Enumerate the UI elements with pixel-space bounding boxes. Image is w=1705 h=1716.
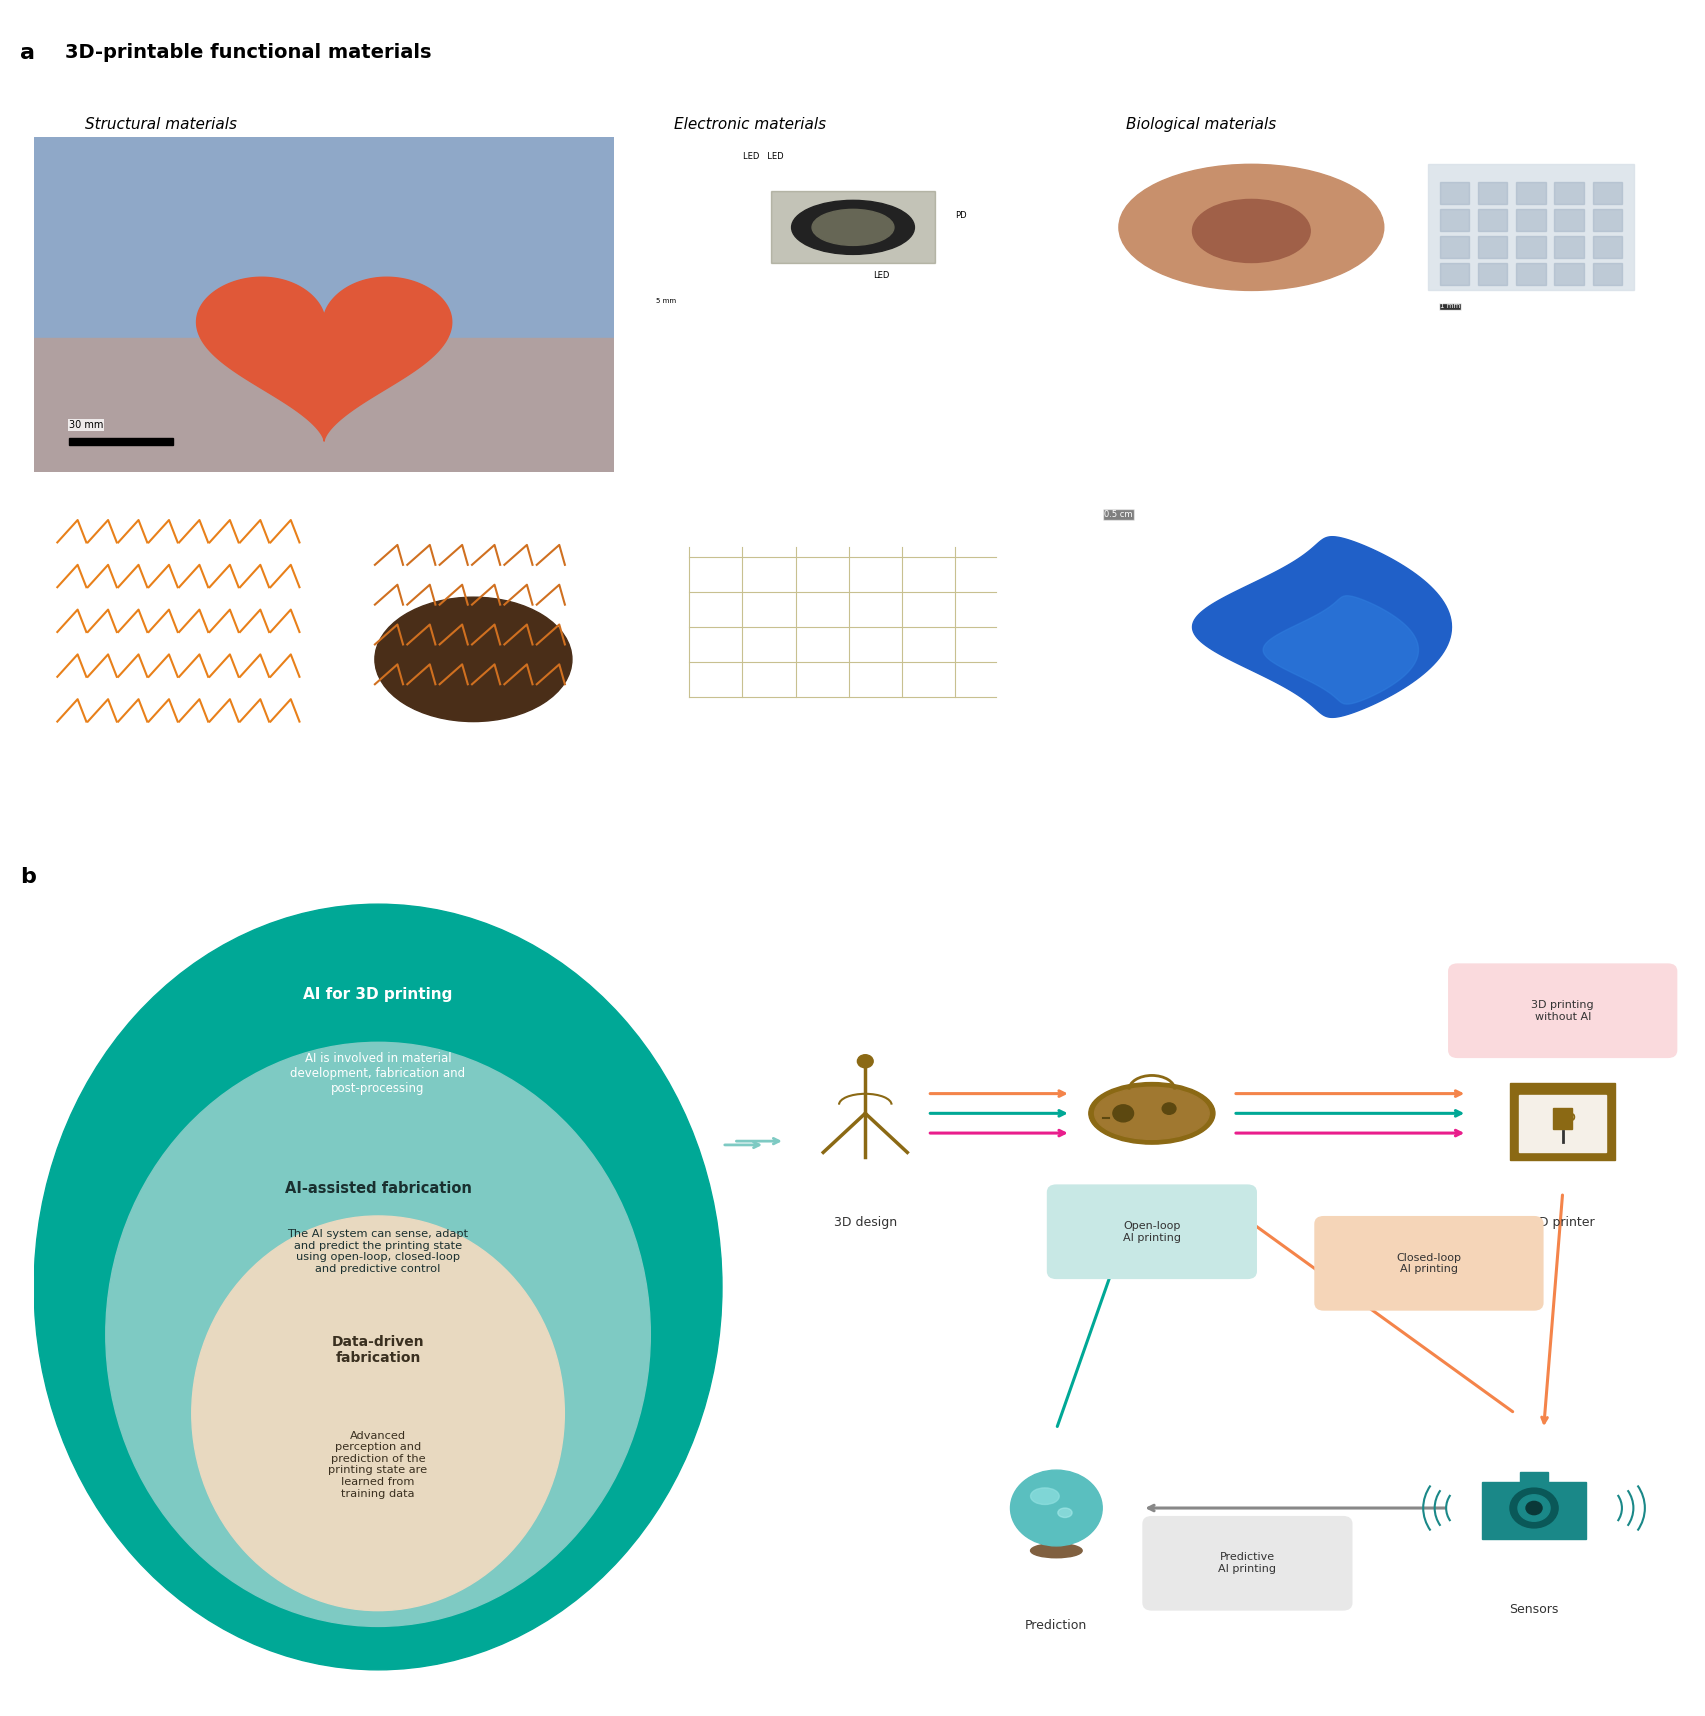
Circle shape bbox=[1524, 1502, 1541, 1515]
Text: AI for 3D printing: AI for 3D printing bbox=[303, 987, 452, 1002]
Text: Electronic materials: Electronic materials bbox=[673, 117, 825, 132]
Bar bbox=[1553, 182, 1582, 204]
Ellipse shape bbox=[106, 1042, 650, 1627]
Ellipse shape bbox=[1088, 1083, 1214, 1145]
Polygon shape bbox=[196, 278, 452, 441]
Text: LED: LED bbox=[873, 271, 890, 280]
Bar bbox=[1553, 209, 1582, 232]
Circle shape bbox=[812, 209, 893, 245]
Text: Sensors: Sensors bbox=[1509, 1603, 1558, 1616]
Text: 3D printer: 3D printer bbox=[1529, 1217, 1594, 1229]
Text: Biological materials: Biological materials bbox=[1125, 117, 1275, 132]
Ellipse shape bbox=[1118, 165, 1383, 290]
Bar bbox=[1516, 209, 1545, 232]
Text: AI is involved in material
development, fabrication and
post-processing: AI is involved in material development, … bbox=[290, 1052, 465, 1095]
Text: Controller: Controller bbox=[1120, 1208, 1182, 1222]
Polygon shape bbox=[1192, 537, 1451, 717]
Text: 3D-printable functional materials: 3D-printable functional materials bbox=[65, 43, 431, 62]
Ellipse shape bbox=[1030, 1488, 1059, 1505]
Circle shape bbox=[1509, 1488, 1557, 1527]
Text: 3D: 3D bbox=[1560, 1114, 1575, 1124]
Ellipse shape bbox=[1057, 1508, 1071, 1517]
Bar bbox=[1592, 209, 1621, 232]
Bar bbox=[34, 137, 614, 338]
Text: AI-assisted fabrication: AI-assisted fabrication bbox=[285, 1181, 471, 1196]
Bar bbox=[1439, 182, 1468, 204]
Text: 0.5 cm: 0.5 cm bbox=[1103, 510, 1132, 518]
Bar bbox=[1477, 237, 1507, 257]
Ellipse shape bbox=[191, 1217, 564, 1611]
Bar bbox=[1592, 237, 1621, 257]
Bar bbox=[1509, 1083, 1615, 1160]
FancyBboxPatch shape bbox=[1047, 1184, 1257, 1278]
Text: 5 mm: 5 mm bbox=[656, 299, 677, 304]
FancyBboxPatch shape bbox=[1448, 963, 1676, 1059]
Bar bbox=[1439, 209, 1468, 232]
Bar bbox=[68, 439, 174, 444]
Text: Rat spinal cord: Rat spinal cord bbox=[1163, 146, 1226, 154]
Text: a: a bbox=[20, 43, 36, 63]
Text: Scaffold: Scaffold bbox=[1456, 146, 1490, 154]
Bar bbox=[1439, 264, 1468, 285]
Text: 3D design: 3D design bbox=[834, 1217, 897, 1229]
FancyBboxPatch shape bbox=[1142, 1515, 1352, 1611]
Bar bbox=[1516, 237, 1545, 257]
Text: Open-loop
AI printing: Open-loop AI printing bbox=[1122, 1222, 1180, 1242]
Circle shape bbox=[1009, 1471, 1101, 1546]
Text: Strain sensor: Strain sensor bbox=[791, 700, 847, 709]
Ellipse shape bbox=[34, 904, 721, 1670]
Text: b: b bbox=[20, 867, 36, 887]
Circle shape bbox=[791, 201, 914, 254]
Bar bbox=[1592, 182, 1621, 204]
Bar bbox=[1519, 1095, 1604, 1151]
Text: Microcontroller circuit: Microcontroller circuit bbox=[668, 518, 760, 527]
Text: PD: PD bbox=[955, 211, 967, 220]
Circle shape bbox=[1161, 1103, 1175, 1114]
Text: 3D printing
without AI: 3D printing without AI bbox=[1531, 1000, 1592, 1021]
Ellipse shape bbox=[1030, 1544, 1081, 1558]
Bar bbox=[1553, 237, 1582, 257]
Bar bbox=[771, 192, 934, 264]
Text: Closed-loop
AI printing: Closed-loop AI printing bbox=[1396, 1253, 1461, 1273]
Bar bbox=[1477, 182, 1507, 204]
Bar bbox=[1516, 264, 1545, 285]
Text: Data-driven
fabrication: Data-driven fabrication bbox=[331, 1335, 425, 1366]
FancyBboxPatch shape bbox=[1313, 1217, 1543, 1311]
Text: 30 mm: 30 mm bbox=[68, 420, 104, 431]
Bar bbox=[1477, 209, 1507, 232]
Bar bbox=[1553, 1109, 1570, 1129]
Bar bbox=[1427, 165, 1633, 290]
Bar bbox=[1482, 1483, 1584, 1539]
Bar bbox=[1439, 237, 1468, 257]
Text: Advanced
perception and
prediction of the
printing state are
learned from
traini: Advanced perception and prediction of th… bbox=[329, 1431, 428, 1498]
Bar bbox=[1519, 1472, 1548, 1483]
Bar bbox=[1516, 182, 1545, 204]
Bar bbox=[1477, 264, 1507, 285]
Text: LED   LED: LED LED bbox=[742, 151, 783, 161]
Text: Structural materials: Structural materials bbox=[85, 117, 237, 132]
Bar bbox=[1592, 264, 1621, 285]
Text: 1 mm: 1 mm bbox=[1439, 304, 1459, 309]
Text: Predictive
AI printing: Predictive AI printing bbox=[1217, 1553, 1275, 1574]
Circle shape bbox=[1517, 1495, 1550, 1522]
Circle shape bbox=[1112, 1105, 1132, 1122]
Bar bbox=[34, 338, 614, 472]
Text: The AI system can sense, adapt
and predict the printing state
using open-loop, c: The AI system can sense, adapt and predi… bbox=[288, 1229, 469, 1273]
Circle shape bbox=[858, 1055, 873, 1067]
Polygon shape bbox=[1262, 595, 1417, 704]
Text: Prediction: Prediction bbox=[1025, 1618, 1086, 1632]
Ellipse shape bbox=[1192, 199, 1309, 263]
Ellipse shape bbox=[1095, 1088, 1209, 1139]
Bar bbox=[1553, 264, 1582, 285]
Ellipse shape bbox=[375, 597, 571, 721]
